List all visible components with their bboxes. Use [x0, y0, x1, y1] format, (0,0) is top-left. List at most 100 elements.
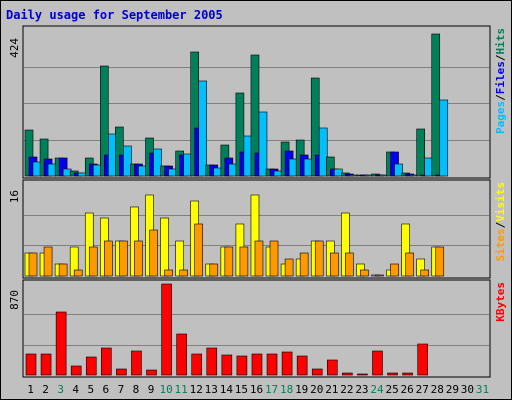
- x-tick-label: 9: [148, 383, 155, 396]
- x-tick-label: 10: [159, 383, 172, 396]
- bar-sites-day-19: [299, 252, 309, 277]
- bar-hits-day-27: [416, 128, 425, 177]
- bar-kbytes-day-10: [161, 283, 172, 376]
- x-tick-label: 18: [280, 383, 293, 396]
- bar-sites-day-20: [314, 240, 324, 277]
- bar-pages-day-20: [318, 127, 328, 177]
- bar-sites-day-8: [134, 240, 143, 277]
- legend-entry: /: [494, 221, 507, 228]
- x-tick-label: 14: [220, 383, 234, 396]
- x-tick-label: 8: [133, 383, 140, 396]
- bar-sites-day-22: [345, 252, 354, 277]
- bar-sites-day-7: [119, 240, 128, 277]
- x-tick-label: 29: [446, 383, 459, 396]
- bar-sites-day-14: [224, 246, 234, 277]
- bar-kbytes-day-7: [116, 368, 127, 376]
- x-tick-label: 27: [416, 383, 429, 396]
- bar-sites-day-13: [209, 263, 219, 277]
- legend-entry: Files: [494, 61, 507, 94]
- bar-kbytes-day-15: [236, 355, 248, 376]
- x-tick-label: 4: [72, 383, 79, 396]
- x-tick-label: 20: [310, 383, 323, 396]
- x-tick-label: 21: [325, 383, 338, 396]
- x-tick-label: 26: [401, 383, 414, 396]
- x-tick-label: 16: [250, 383, 263, 396]
- bar-kbytes-day-20: [311, 368, 323, 376]
- bar-pages-day-16: [258, 111, 268, 177]
- bar-sites-day-12: [194, 223, 204, 277]
- bar-kbytes-day-4: [70, 365, 82, 376]
- legend-entry: Hits: [494, 28, 507, 55]
- series-legend: Sites/Visits: [494, 182, 507, 262]
- bar-kbytes-day-1: [25, 353, 37, 376]
- bar-pages-day-25: [394, 163, 403, 177]
- bar-sites-day-6: [104, 240, 113, 277]
- bar-kbytes-day-22: [342, 372, 353, 376]
- bar-kbytes-day-27: [417, 343, 428, 376]
- bar-kbytes-day-3: [55, 311, 67, 376]
- x-tick-label: 2: [42, 383, 49, 396]
- bar-sites-day-10: [164, 269, 173, 277]
- legend-entry: Sites: [494, 228, 507, 261]
- x-tick-label: 6: [103, 383, 110, 396]
- bar-visits-day-10: [160, 217, 169, 277]
- bar-sites-day-2: [43, 246, 53, 277]
- bar-pages-day-12: [198, 80, 208, 177]
- x-tick-label: 11: [175, 383, 188, 396]
- bar-sites-day-18: [284, 258, 294, 277]
- x-tick-label: 24: [370, 383, 384, 396]
- x-tick-label: 15: [235, 383, 248, 396]
- bar-sites-day-27: [420, 269, 429, 277]
- bar-sites-day-23: [360, 269, 369, 277]
- x-tick-label: 30: [461, 383, 474, 396]
- x-tick-label: 31: [476, 383, 489, 396]
- legend-entry: /: [494, 54, 507, 61]
- bar-kbytes-day-25: [387, 372, 398, 376]
- bar-kbytes-day-9: [146, 369, 157, 376]
- bar-sites-day-4: [73, 269, 83, 277]
- bar-kbytes-day-6: [101, 347, 112, 376]
- x-tick-label: 1: [27, 383, 34, 396]
- bar-kbytes-day-12: [191, 353, 203, 376]
- bar-sites-day-5: [88, 246, 98, 277]
- bar-pages-day-9: [153, 148, 162, 177]
- bar-kbytes-day-21: [326, 359, 338, 376]
- legend-entry: KBytes: [494, 282, 507, 322]
- bar-pages-day-7: [123, 145, 132, 177]
- x-tick-label: 7: [118, 383, 125, 396]
- x-tick-label: 13: [205, 383, 218, 396]
- chart-title: Daily usage for September 2005: [6, 8, 223, 22]
- bar-sites-day-9: [149, 229, 158, 277]
- bar-sites-day-28: [435, 246, 445, 277]
- bar-sites-day-11: [179, 269, 188, 277]
- bar-kbytes-day-5: [85, 356, 97, 376]
- bar-sites-day-3: [58, 263, 68, 277]
- bar-kbytes-day-18: [281, 351, 293, 376]
- y-max-label: 424: [8, 38, 21, 58]
- bar-sites-day-15: [239, 246, 249, 277]
- x-tick-label: 12: [190, 383, 203, 396]
- bar-kbytes-day-2: [40, 353, 52, 376]
- bar-kbytes-day-14: [221, 354, 233, 376]
- x-tick-label: 22: [340, 383, 353, 396]
- bar-sites-day-17: [269, 240, 279, 277]
- bar-sites-day-16: [254, 240, 264, 277]
- bar-kbytes-day-13: [206, 347, 218, 376]
- bar-sites-day-26: [405, 252, 414, 277]
- bar-kbytes-day-23: [357, 373, 368, 376]
- bar-hits-day-28: [431, 33, 441, 177]
- legend-entry: Pages: [494, 101, 507, 134]
- bar-kbytes-day-16: [251, 353, 263, 376]
- bar-pages-day-21: [333, 168, 343, 177]
- x-tick-label: 5: [87, 383, 94, 396]
- x-tick-label: 3: [57, 383, 64, 396]
- legend-entry: /: [494, 94, 507, 101]
- x-tick-label: 25: [385, 383, 398, 396]
- bar-sites-day-1: [28, 252, 38, 277]
- bar-sites-day-25: [390, 263, 399, 277]
- bar-kbytes-day-24: [372, 350, 383, 376]
- y-max-label: 16: [8, 190, 21, 203]
- legend-entry: Visits: [494, 182, 507, 222]
